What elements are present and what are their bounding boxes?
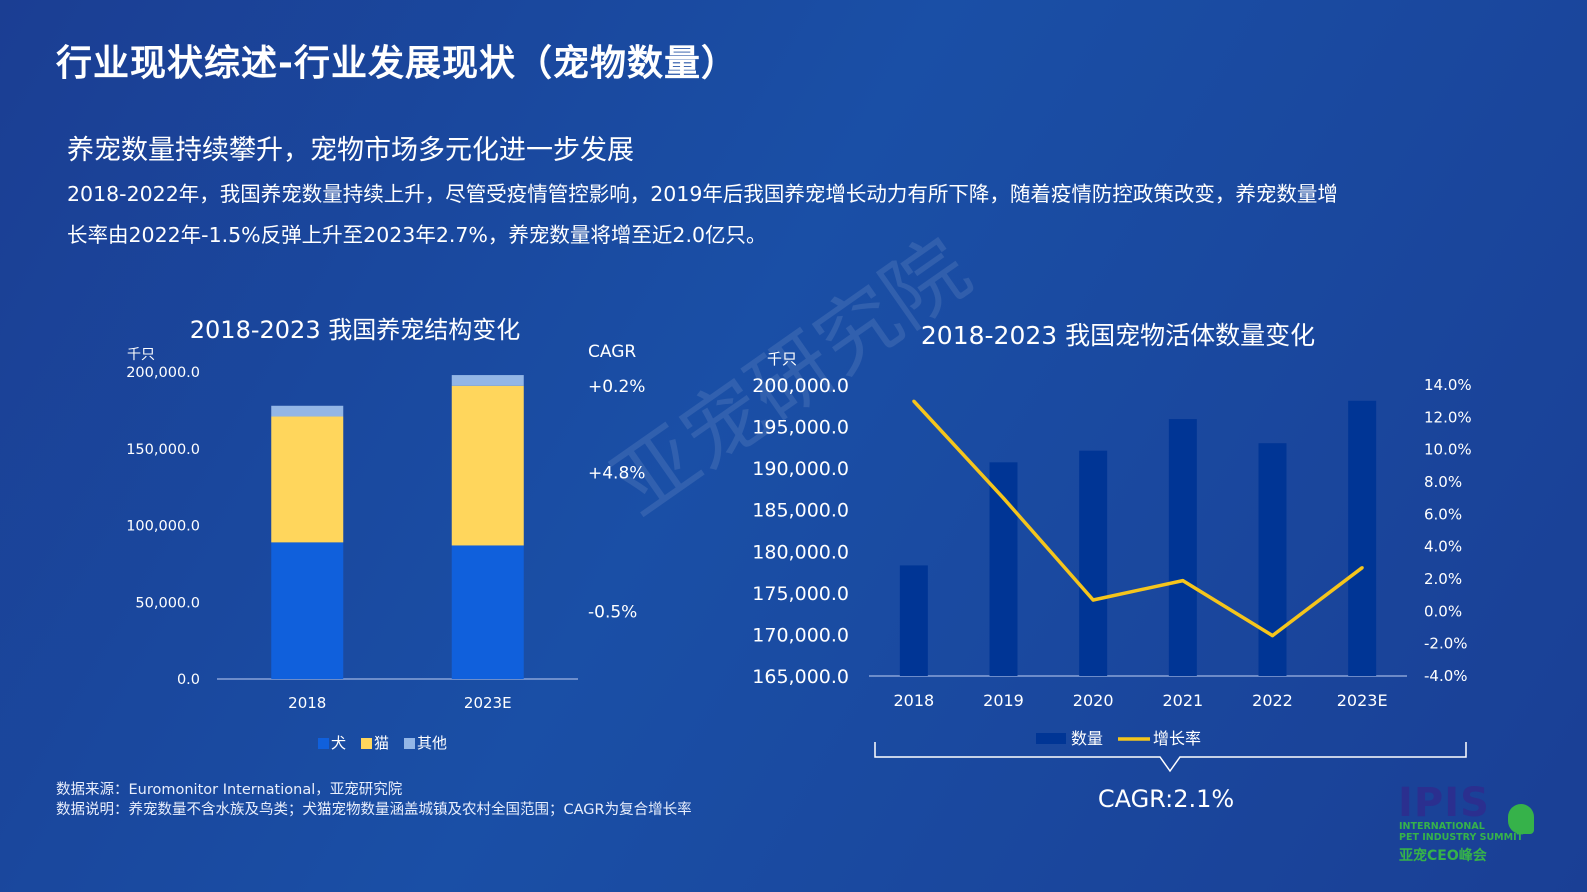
summary-paragraph: 2018-2022年，我国养宠数量持续上升，尽管受疫情管控影响，2019年后我国… [67, 174, 1467, 256]
chart1-legend-label: 其他 [417, 734, 447, 752]
chart2-bar-2021 [1168, 419, 1197, 676]
chart1-bar-猫-2018 [271, 416, 344, 543]
chart2-y2-tick-label: 10.0% [1424, 441, 1472, 459]
chart2-y-tick-label: 175,000.0 [752, 583, 849, 605]
chart1-x-tick-label: 2023E [464, 694, 512, 712]
chart2-legend-label: 增长率 [1153, 729, 1201, 748]
summary-line: 长率由2022年-1.5%反弹上升至2023年2.7%，养宠数量将增至近2.0亿… [67, 223, 767, 247]
chart2-growth-line [912, 399, 1364, 638]
chart2-y-unit: 千只 [767, 350, 797, 368]
chart2-bar-2019 [989, 462, 1018, 676]
chart1-bar-犬-2023E [451, 545, 524, 679]
chart2-y2-tick-label: 8.0% [1424, 473, 1462, 491]
chart2-growth-point-2018 [912, 399, 916, 403]
chart1-cagr-label: +4.8% [588, 464, 645, 484]
chart1-bar-猫-2023E [451, 385, 524, 546]
chart1-bar-其他-2018 [271, 405, 344, 417]
logo-subtitle-line: PET INDUSTRY SUMMIT [1399, 832, 1524, 843]
page-title: 行业现状综述-行业发展现状（宠物数量） [56, 43, 738, 84]
chart2-bar-2023E [1348, 400, 1377, 676]
chart2-x-tick-label: 2020 [1073, 691, 1114, 710]
ipis-logo: IPIS INTERNATIONAL PET INDUSTRY SUMMIT 亚… [1398, 768, 1548, 868]
chart2-bar-2020 [1079, 450, 1108, 676]
chart2-cagr-summary: CAGR:2.1% [1098, 785, 1234, 813]
summary-line: 2018-2022年，我国养宠数量持续上升，尽管受疫情管控影响，2019年后我国… [67, 182, 1338, 206]
chart2-growth-point-2019 [1001, 496, 1006, 500]
chart2-legend-swatch-bar [1036, 733, 1066, 744]
chart1-bar-其他-2023E [451, 375, 524, 386]
headline: 养宠数量持续攀升，宠物市场多元化进一步发展 [67, 135, 634, 166]
logo-subtitle: INTERNATIONAL PET INDUSTRY SUMMIT [1399, 821, 1539, 843]
chart2-y2-tick-label: 0.0% [1424, 602, 1462, 620]
chart1-y-tick-label: 0.0 [177, 672, 200, 688]
chart2-y2-tick-label: 14.0% [1424, 376, 1472, 394]
chart1-y-tick-label: 50,000.0 [135, 595, 200, 611]
chart2-growth-point-2023E [1360, 566, 1364, 570]
footnote-note: 数据说明：养宠数量不含水族及鸟类；犬猫宠物数量涵盖城镇及农村全国范围；CAGR为… [56, 802, 692, 818]
chart2-y-tick-label: 170,000.0 [752, 624, 849, 646]
footnotes: 数据来源：Euromonitor International，亚宠研究院 数据说… [56, 780, 692, 820]
chart1-title: 2018-2023 我国养宠结构变化 [190, 316, 520, 344]
chart1-cagr-header: CAGR [588, 342, 636, 362]
chart2-x-tick-label: 2018 [893, 691, 934, 710]
chart2-x-tick-label: 2019 [983, 691, 1024, 710]
chart2-y-tick-label: 200,000.0 [752, 375, 849, 397]
chart1-bar-犬-2018 [271, 542, 344, 679]
chart1-legend-label: 猫 [374, 734, 389, 752]
chart1-y-tick-label: 150,000.0 [126, 442, 200, 458]
chart1-y-unit: 千只 [127, 347, 155, 363]
chart2-x-tick-label: 2021 [1162, 691, 1203, 710]
chart2-y-tick-label: 195,000.0 [752, 417, 849, 439]
logo-badge-icon [1508, 804, 1534, 834]
chart2-growth-point-2022 [1270, 633, 1275, 638]
chart2-x-tick-label: 2022 [1252, 691, 1293, 710]
chart1-x-tick-label: 2018 [288, 694, 326, 712]
chart2-growth-point-2021 [1181, 579, 1185, 583]
chart2-y2-tick-label: 6.0% [1424, 505, 1462, 523]
logo-wordmark: IPIS [1398, 780, 1490, 826]
chart2-y-tick-label: 185,000.0 [752, 500, 849, 522]
chart2-y2-tick-label: -2.0% [1424, 635, 1468, 653]
chart2-y-tick-label: 180,000.0 [752, 541, 849, 563]
chart2-title: 2018-2023 我国宠物活体数量变化 [921, 321, 1315, 350]
chart2-x-tick-label: 2023E [1337, 691, 1388, 710]
chart2-bar-2018 [899, 565, 928, 676]
chart1-legend-swatch [318, 738, 329, 749]
logo-cn-name: 亚宠CEO峰会 [1399, 848, 1487, 864]
chart2-y-tick-label: 190,000.0 [752, 458, 849, 480]
logo-subtitle-line: INTERNATIONAL [1399, 821, 1485, 832]
chart1-cagr-label: +0.2% [588, 377, 645, 397]
chart1-y-tick-label: 100,000.0 [126, 519, 200, 535]
chart1-cagr-label: -0.5% [588, 602, 637, 622]
chart2-y-tick-label: 165,000.0 [752, 666, 849, 688]
chart2-y2-tick-label: -4.0% [1424, 667, 1468, 685]
chart1-legend-label: 犬 [331, 734, 346, 752]
chart2-y2-tick-label: 12.0% [1424, 408, 1472, 426]
chart2-cagr-bracket [874, 742, 1467, 773]
chart1-legend-swatch [404, 738, 415, 749]
chart2-growth-point-2020 [1091, 598, 1095, 602]
chart2-legend-label: 数量 [1071, 729, 1103, 748]
chart1-y-tick-label: 200,000.0 [126, 365, 200, 381]
footnote-source: 数据来源：Euromonitor International，亚宠研究院 [56, 782, 403, 798]
chart2-y2-tick-label: 2.0% [1424, 570, 1462, 588]
chart2-y2-tick-label: 4.0% [1424, 538, 1462, 556]
chart2-bar-2022 [1258, 443, 1287, 676]
chart1-legend-swatch [361, 738, 372, 749]
